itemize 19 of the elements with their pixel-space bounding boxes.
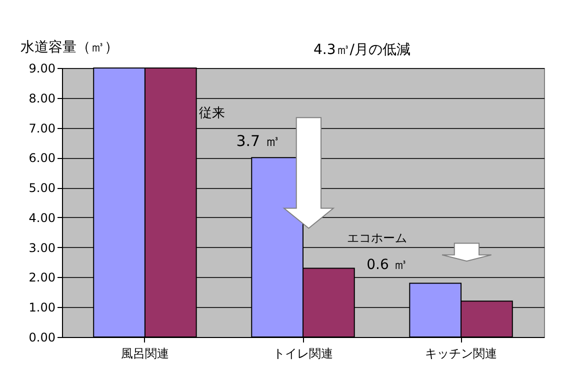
- y-tick-label: 9.00: [28, 62, 56, 76]
- x-tick-label: キッチン関連: [425, 346, 498, 360]
- y-tick-label: 3.00: [28, 240, 56, 255]
- annotation: 従来: [199, 106, 225, 121]
- y-tick-label: 5.00: [28, 181, 56, 196]
- x-tick-label: トイレ関連: [273, 346, 333, 360]
- y-tick-label: 2.00: [28, 270, 56, 285]
- text: 4.3㎥/月の低減: [314, 42, 410, 58]
- annotation: エコホーム: [347, 231, 407, 245]
- y-tick-label: 6.00: [28, 151, 56, 166]
- annotation: 3.7 ㎥: [236, 132, 280, 150]
- y-tick-label: 4.00: [28, 210, 56, 225]
- annotation: 0.6 ㎥: [366, 257, 408, 273]
- y-tick-label: 7.00: [28, 121, 56, 136]
- y-tick-label: 0.00: [28, 330, 56, 344]
- y-tick-label: 8.00: [28, 91, 56, 106]
- y-tick-label: 1.00: [28, 300, 56, 315]
- y-axis-title: 水道容量（㎥）: [20, 40, 118, 56]
- x-tick-label: 風呂関連: [120, 346, 169, 360]
